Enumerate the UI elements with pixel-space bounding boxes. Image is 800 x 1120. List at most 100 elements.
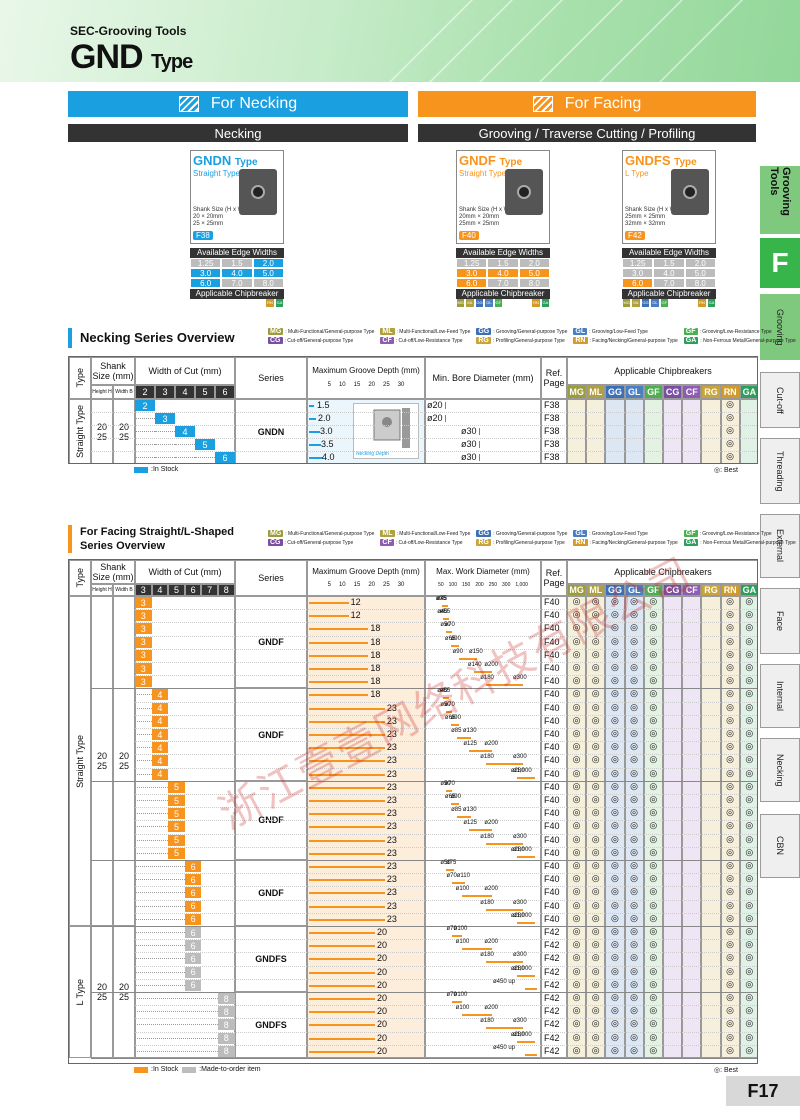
ref-page-value[interactable]: F40 [544,689,560,700]
ref-page-value[interactable]: F40 [544,610,560,621]
ref-page-value[interactable]: F40 [544,821,560,832]
chipbreaker-chip: GA [275,299,284,307]
height-values: 20 25 [91,596,113,926]
tab-cut-off[interactable]: Cut-off [760,372,800,428]
tab-f[interactable]: F [760,238,800,288]
best-ga: ◎ [745,741,754,752]
best-gg: ◎ [610,952,619,963]
best-ga: ◎ [745,965,754,976]
ref-page-value[interactable]: F40 [544,597,560,607]
ref-page-value[interactable]: F40 [544,808,560,819]
groove-depth-bar [309,720,385,723]
legend-item-cf: CF: Cut-off/Low-Resistance Type [380,539,470,546]
best-mg: ◎ [572,622,581,633]
work-diameter-bar [516,855,535,858]
ref-page-value[interactable]: F40 [544,702,560,713]
ref-page-value[interactable]: F42 [544,927,560,937]
mgd-tick: 10 [338,581,346,588]
product-page-ref[interactable]: F38 [193,231,213,240]
product-page-ref[interactable]: F40 [459,231,479,240]
tab-external[interactable]: External [760,514,800,578]
ref-page-value[interactable]: F38 [544,439,560,449]
ref-page-value[interactable]: F40 [544,834,560,845]
work-diameter-bar [450,803,459,805]
groove-depth-value: 3.5 [321,439,334,449]
ref-page-value[interactable]: F40 [544,729,560,739]
ref-page-value[interactable]: F42 [544,979,560,990]
width-of-cut-4: 4 [151,702,169,714]
ref-page-value[interactable]: F38 [544,413,560,423]
ref-page-value[interactable]: F40 [544,861,560,871]
groove-depth-value: 23 [386,768,397,779]
edge-width-value: 4.0 [487,268,519,278]
ref-page-value[interactable]: F40 [544,913,560,924]
ref-page-value[interactable]: F38 [544,452,560,462]
tab-internal[interactable]: Internal [760,664,800,728]
product-page-ref[interactable]: F42 [625,231,645,240]
ref-page-value[interactable]: F42 [544,1045,560,1056]
tab-threading[interactable]: Threading [760,438,800,504]
ref-page-value[interactable]: F38 [544,400,560,410]
ref-page-value[interactable]: F42 [544,993,560,1003]
ref-page-value[interactable]: F38 [544,426,560,436]
ref-page-value[interactable]: F42 [544,953,560,964]
ref-page-value[interactable]: F40 [544,795,560,805]
work-diameter-max: ø300 [513,833,527,840]
ref-page-value[interactable]: F40 [544,676,560,687]
best-rn: ◎ [726,451,735,461]
legend-item-cg: CG: Cut-off/General-purpose Type [268,539,374,546]
ref-page-value[interactable]: F42 [544,1032,560,1043]
tab-face[interactable]: Face [760,588,800,654]
best-rn: ◎ [726,807,735,818]
ref-page-value[interactable]: F40 [544,847,560,858]
ref-page-value[interactable]: F40 [544,900,560,911]
tab-necking[interactable]: Necking [760,738,800,802]
ref-page-value[interactable]: F40 [544,781,560,792]
ref-page-value[interactable]: F40 [544,742,560,753]
ref-page-value[interactable]: F42 [544,1006,560,1017]
height-value: 25 [96,992,107,1002]
work-diameter-min: ø180 [480,833,494,840]
product-card-gndfs[interactable]: GNDFS Type L Type Shank Size (H x W) 25mm ×… [622,150,716,244]
best-gf: ◎ [649,596,658,606]
groove-depth-bar [309,1024,375,1027]
row-divider [91,425,757,426]
shank-size-info: Shank Size (H x W) 20mm × 20mm 25mm × 25mm [459,207,511,228]
product-card-gndn[interactable]: GNDN Type Straight Type Shank Size (H x W)… [190,150,284,244]
woc-dots [175,457,195,458]
product-subtype: Straight Type [193,169,240,178]
ref-page-value[interactable]: F40 [544,887,560,898]
width-of-cut-5: 5 [195,439,215,450]
ref-page-value[interactable]: F40 [544,715,560,726]
best-gl: ◎ [630,965,639,976]
best-ga: ◎ [745,846,754,857]
ref-page-value[interactable]: F40 [544,636,560,647]
best-gl: ◎ [630,833,639,844]
title-main: GND [70,38,144,76]
edge-width-value: 8.0 [684,278,716,288]
row-divider [135,635,757,637]
ref-page-value[interactable]: F42 [544,966,560,977]
ref-page-value[interactable]: F40 [544,663,560,673]
best-ml: ◎ [591,952,600,963]
product-card-gndf[interactable]: GNDF Type Straight Type Shank Size (H x W)… [456,150,550,244]
width-of-cut-4: 4 [151,768,169,780]
groove-depth-value: 23 [386,821,397,832]
ref-page-value[interactable]: F42 [544,1019,560,1030]
ref-page-value[interactable]: F42 [544,940,560,951]
ref-page-value[interactable]: F40 [544,768,560,779]
series-gndf: GNDF [235,596,307,689]
best-ml: ◎ [591,662,600,672]
best-rn: ◎ [726,820,735,831]
ref-page-value[interactable]: F40 [544,755,560,766]
header-width: Width B [113,584,135,596]
work-diameter-min: ø450 up [493,978,516,985]
ref-page-value[interactable]: F40 [544,623,560,634]
tab-grooving-tools[interactable]: Grooving Tools [760,166,800,234]
chip-col-mg: MG [567,584,587,596]
ref-page-value[interactable]: F40 [544,649,560,660]
tab-grooving[interactable]: Grooving [760,294,800,360]
tab-cbn[interactable]: CBN [760,814,800,878]
best-gf: ◎ [649,767,658,778]
ref-page-value[interactable]: F40 [544,874,560,885]
